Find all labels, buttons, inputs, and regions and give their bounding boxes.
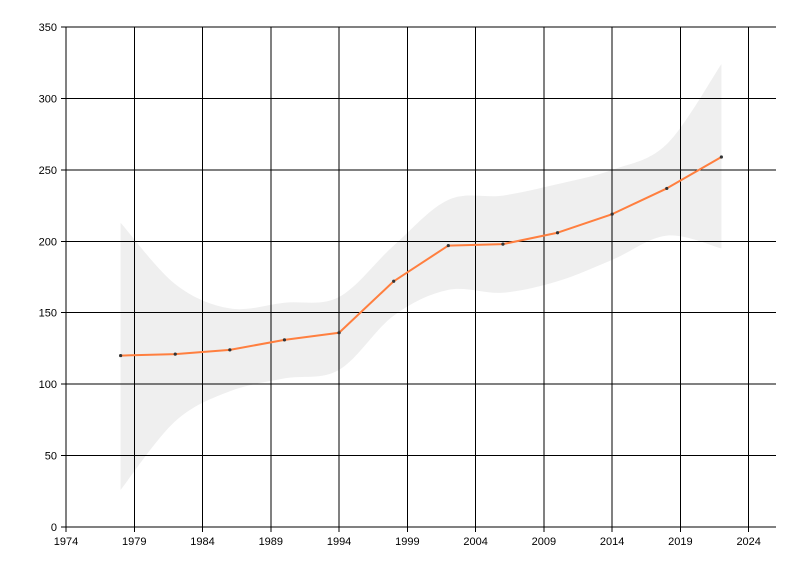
y-tick-label: 50 bbox=[45, 451, 57, 463]
y-tick-label: 150 bbox=[39, 308, 57, 320]
data-point bbox=[392, 279, 396, 283]
data-point bbox=[719, 155, 723, 159]
data-point bbox=[282, 338, 287, 342]
y-tick-label: 0 bbox=[51, 522, 57, 534]
x-tick-label: 1989 bbox=[259, 536, 283, 548]
axes-layer bbox=[61, 26, 776, 532]
y-tick-label: 200 bbox=[39, 236, 57, 248]
data-point bbox=[501, 242, 505, 246]
data-point bbox=[337, 331, 341, 335]
data-point bbox=[555, 231, 560, 235]
data-point bbox=[228, 348, 232, 352]
x-tick-label: 1974 bbox=[54, 536, 78, 548]
data-point bbox=[665, 186, 669, 191]
x-tick-label: 2014 bbox=[600, 536, 624, 548]
x-tick-label: 2004 bbox=[463, 536, 487, 548]
x-tick-label: 1979 bbox=[122, 536, 146, 548]
series-line bbox=[120, 156, 722, 357]
data-point bbox=[610, 212, 614, 216]
series-line-layer bbox=[120, 156, 722, 357]
x-tick-label: 2009 bbox=[532, 536, 556, 548]
y-tick-label: 300 bbox=[39, 93, 57, 105]
confidence-band-layer bbox=[120, 64, 722, 490]
x-tick-label: 1984 bbox=[190, 536, 214, 548]
x-tick-label: 1994 bbox=[327, 536, 351, 548]
confidence-band bbox=[120, 64, 722, 490]
y-tick-label: 100 bbox=[39, 379, 57, 391]
data-point bbox=[119, 353, 123, 358]
tick-labels-layer: 1974 1979 1984 1989 1994 1999 2004 2009 2014 2019… bbox=[39, 22, 761, 548]
data-point bbox=[173, 352, 177, 356]
y-tick-label: 250 bbox=[39, 165, 57, 177]
x-tick-label: 1999 bbox=[395, 536, 419, 548]
x-tick-label: 2024 bbox=[736, 536, 760, 548]
y-tick-label: 350 bbox=[39, 22, 57, 34]
data-point bbox=[446, 243, 450, 248]
data-points-layer bbox=[119, 155, 723, 358]
x-tick-label: 2019 bbox=[668, 536, 692, 548]
